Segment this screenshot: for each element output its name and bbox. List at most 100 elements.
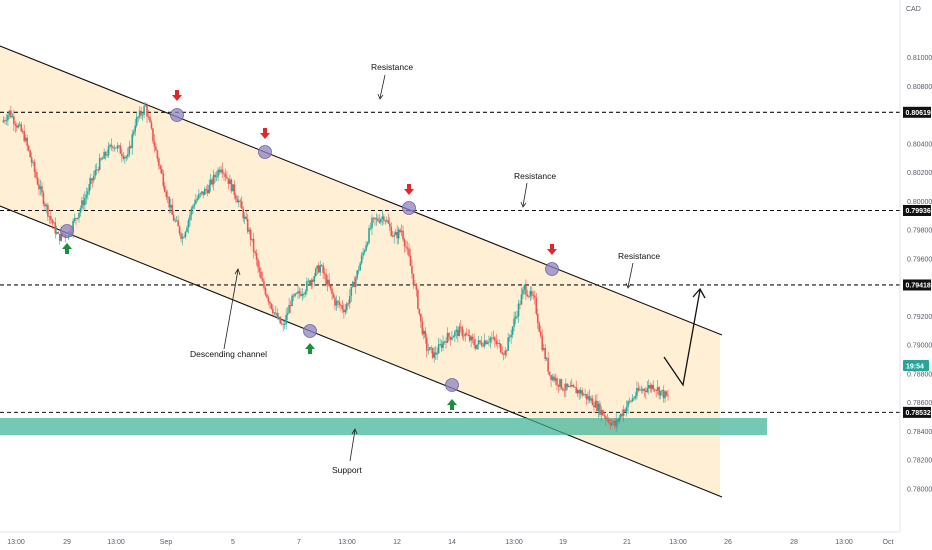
candle-287 [425, 333, 428, 358]
candle-268 [397, 226, 400, 245]
candle-226 [335, 295, 338, 311]
candle-161 [239, 198, 242, 208]
candle-358 [531, 286, 533, 300]
candle-52 [78, 212, 80, 223]
candle-57 [85, 187, 88, 205]
candle-361 [535, 292, 538, 316]
candle-117 [174, 217, 176, 223]
candle-182 [270, 303, 273, 310]
time-tick-0: 13:00 [7, 539, 25, 546]
candle-444 [658, 386, 660, 400]
candle-424 [628, 397, 631, 404]
candle-270 [400, 224, 403, 237]
time-tick-3: Sep [160, 539, 173, 546]
candle-266 [394, 228, 397, 236]
candle-337 [499, 343, 502, 354]
touch-marker-1 [258, 145, 272, 159]
candle-419 [621, 409, 623, 419]
candle-183 [272, 304, 274, 316]
candle-130 [193, 199, 196, 210]
candle-23 [35, 168, 37, 180]
candle-95 [141, 111, 144, 121]
candle-80 [119, 142, 122, 154]
candle-84 [125, 155, 128, 162]
candle-381 [565, 378, 567, 398]
candle-153 [227, 178, 230, 190]
price-axis[interactable] [900, 0, 932, 532]
candle-293 [434, 346, 437, 360]
candle-369 [547, 351, 549, 375]
candle-445 [659, 390, 662, 400]
time-tick-2: 13:00 [107, 539, 125, 546]
candle-58 [87, 187, 89, 200]
channel-fill [0, 46, 720, 497]
candle-320 [474, 338, 477, 351]
candle-256 [380, 217, 382, 225]
candle-35 [53, 220, 55, 224]
candle-75 [112, 145, 114, 152]
candle-309 [458, 323, 461, 337]
candle-353 [523, 283, 526, 295]
candle-128 [190, 205, 193, 221]
candle-11 [17, 123, 20, 129]
time-axis[interactable] [0, 532, 932, 550]
candle-19 [29, 149, 31, 158]
candle-265 [393, 231, 395, 244]
up-arrow-1 [305, 343, 315, 354]
candle-94 [140, 106, 142, 119]
signal-arrows [62, 90, 557, 410]
touch-marker-3 [545, 262, 559, 276]
candle-225 [334, 295, 336, 311]
candle-151 [224, 168, 227, 182]
time-tick-15: 13:00 [835, 539, 853, 546]
candle-164 [243, 212, 246, 225]
candle-121 [180, 231, 182, 243]
candle-144 [214, 171, 216, 183]
candle-198 [294, 292, 296, 298]
candle-108 [161, 165, 163, 175]
candle-295 [437, 337, 440, 354]
support-pointer-head [351, 428, 358, 435]
candle-37 [55, 225, 58, 236]
candle-280 [415, 283, 418, 297]
candle-307 [455, 325, 458, 339]
candle-229 [340, 303, 342, 312]
candle-257 [381, 209, 384, 226]
candle-403 [597, 400, 600, 418]
candle-340 [504, 347, 506, 359]
candle-263 [390, 222, 393, 237]
candle-1 [2, 116, 5, 124]
price-tick-11: 0.78400 [907, 429, 932, 436]
level-label-1: 0.79936 [906, 208, 931, 215]
time-tick-13: 26 [724, 539, 732, 546]
candle-187 [277, 312, 280, 321]
candle-177 [263, 277, 265, 291]
candle-423 [627, 399, 629, 414]
candle-426 [631, 394, 634, 403]
support-zone [0, 418, 767, 435]
candle-189 [280, 318, 283, 326]
candle-22 [33, 159, 36, 178]
candle-393 [582, 392, 585, 396]
candle-323 [479, 339, 481, 344]
candle-329 [488, 335, 490, 347]
candle-239 [354, 275, 357, 294]
resistance-label-1: Resistance [371, 62, 413, 72]
touch-markers [60, 108, 559, 392]
support-label: Support [332, 465, 362, 475]
candle-360 [534, 290, 536, 305]
candle-401 [594, 394, 597, 408]
candle-380 [563, 383, 566, 398]
candle-88 [131, 130, 134, 155]
candle-123 [183, 234, 185, 238]
candle-413 [612, 420, 615, 426]
resistance-label-3: Resistance [618, 251, 660, 261]
candle-278 [412, 273, 415, 289]
candle-218 [323, 267, 326, 280]
candle-194 [288, 298, 290, 314]
candle-349 [517, 299, 520, 323]
candle-103 [153, 134, 156, 153]
candle-70 [104, 150, 107, 161]
candle-314 [465, 328, 468, 336]
